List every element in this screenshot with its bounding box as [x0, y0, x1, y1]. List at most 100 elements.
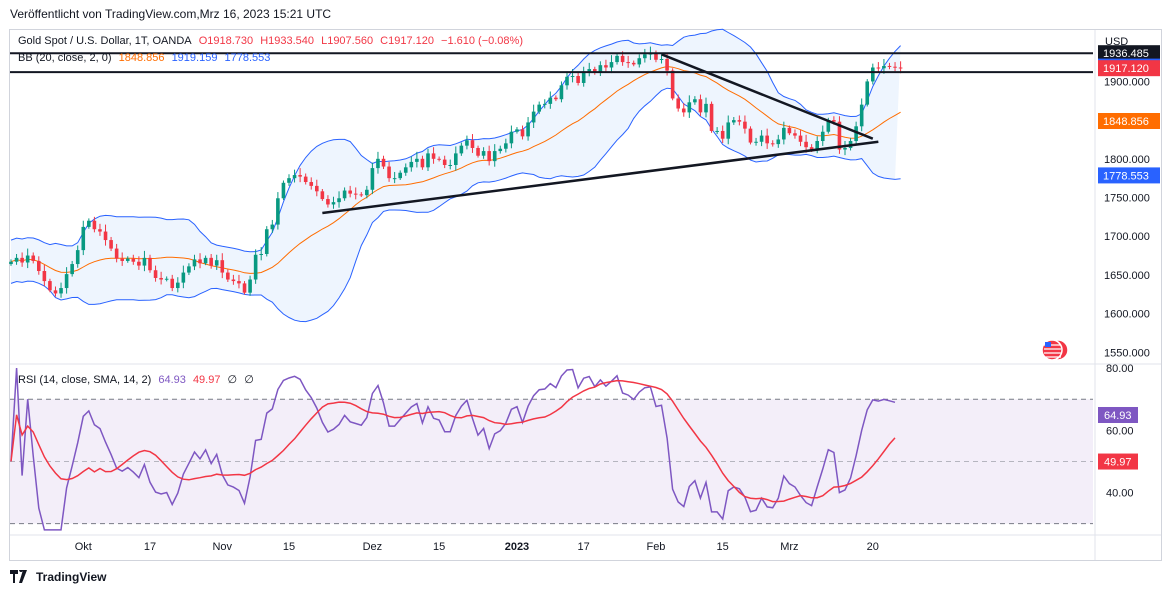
- symbol-name[interactable]: Gold Spot / U.S. Dollar, 1T, OANDA: [18, 35, 192, 47]
- bb-name[interactable]: BB (20, close, 2, 0): [18, 52, 112, 64]
- rsi-tick-label: 80.00: [1106, 363, 1134, 375]
- candle-body: [832, 120, 836, 122]
- time-tick-label: Okt: [75, 541, 92, 553]
- candle-body: [48, 281, 52, 291]
- candle-body: [409, 161, 414, 168]
- candle-body: [442, 159, 447, 165]
- candle-body: [70, 264, 74, 275]
- candle-body: [259, 253, 263, 255]
- candle-body: [865, 81, 870, 105]
- candle-body: [843, 147, 847, 150]
- candle-body: [120, 258, 124, 261]
- candle-body: [659, 58, 664, 60]
- candle-body: [837, 121, 842, 150]
- candle-body: [137, 261, 141, 266]
- time-tick-label: Mrz: [780, 541, 798, 553]
- candle-body: [59, 288, 63, 294]
- candle-body: [37, 260, 41, 272]
- candle-body: [253, 254, 258, 280]
- candle-body: [320, 191, 325, 200]
- price-tag-label: 1936.485: [1103, 48, 1149, 60]
- candles: [9, 46, 903, 298]
- time-tick-label: 17: [578, 541, 590, 553]
- price-tag: [1098, 167, 1160, 184]
- candle-body: [431, 153, 436, 159]
- candle-body: [559, 85, 564, 100]
- time-tick-label: 20: [867, 541, 879, 553]
- rsi-name[interactable]: RSI (14, close, SMA, 14, 2): [18, 374, 152, 386]
- candle-body: [437, 158, 441, 160]
- candle-body: [448, 165, 453, 166]
- price-tick-label: 1600.000: [1104, 309, 1150, 321]
- candle-body: [331, 202, 336, 205]
- rsi-tick-label: 40.00: [1106, 488, 1134, 500]
- candle-body: [548, 97, 553, 104]
- flag-canton: [1045, 342, 1051, 347]
- candle-body: [142, 257, 147, 266]
- candle-body: [798, 135, 803, 142]
- candle-body: [337, 198, 341, 203]
- candle-body: [737, 120, 742, 122]
- candle-body: [492, 151, 497, 162]
- candle-body: [248, 279, 252, 293]
- candle-body: [570, 76, 575, 78]
- candle-body: [381, 158, 386, 167]
- candle-body: [787, 127, 792, 134]
- candle-body: [520, 129, 525, 137]
- candle-body: [476, 147, 480, 156]
- candle-body: [504, 143, 508, 149]
- candle-body: [871, 67, 875, 82]
- candle-body: [226, 272, 230, 280]
- candle-body: [893, 66, 897, 68]
- price-tag: [1098, 113, 1160, 130]
- bb-fill: [11, 29, 901, 322]
- trend-line-2: [322, 140, 879, 215]
- candle-body: [715, 130, 719, 132]
- candle-body: [748, 128, 753, 143]
- candle-body: [815, 141, 819, 150]
- candle-body: [42, 271, 47, 282]
- rsi-null-1: ∅: [227, 374, 238, 386]
- candle-body: [403, 167, 408, 173]
- candle-body: [804, 141, 808, 148]
- candle-body: [125, 258, 130, 261]
- candle-body: [64, 274, 69, 289]
- candle-body: [242, 283, 247, 293]
- time-tick-label: 17: [144, 541, 156, 553]
- rsi-value: 64.93: [158, 374, 186, 386]
- candle-body: [470, 140, 475, 148]
- candle-body: [876, 67, 881, 69]
- close-value: C1917.120: [380, 35, 434, 47]
- candle-body: [754, 141, 758, 143]
- rsi-ma-value: 49.97: [192, 374, 221, 386]
- time-tick-label: 2023: [505, 541, 529, 553]
- candle-body: [426, 153, 430, 168]
- candle-body: [92, 220, 97, 230]
- bb-lower-value: 1778.553: [224, 52, 271, 64]
- candle-body: [181, 272, 186, 283]
- price-tick-label: 1900.000: [1104, 76, 1150, 88]
- candle-body: [365, 189, 369, 196]
- candle-body: [704, 103, 708, 113]
- candle-body: [542, 103, 547, 105]
- rsi-value-tag: [1098, 453, 1138, 470]
- price-tag: [1098, 45, 1160, 62]
- candle-body: [198, 259, 202, 264]
- tradingview-brand[interactable]: TradingView: [10, 570, 106, 584]
- candle-body: [287, 178, 291, 183]
- candle-body: [654, 53, 658, 60]
- candle-body: [348, 190, 352, 194]
- candle-body: [203, 257, 208, 264]
- candle-body: [465, 140, 469, 146]
- rsi-value-tag: [1098, 406, 1138, 423]
- candle-body: [620, 55, 625, 63]
- price-tag-label: 1778.553: [1103, 170, 1149, 182]
- candle-body: [676, 98, 680, 109]
- candle-body: [481, 151, 486, 156]
- bb-upper-line: [10, 28, 901, 253]
- candle-body: [187, 266, 191, 273]
- candle-body: [176, 282, 180, 289]
- candle-body: [531, 111, 536, 123]
- candle-body: [598, 65, 603, 73]
